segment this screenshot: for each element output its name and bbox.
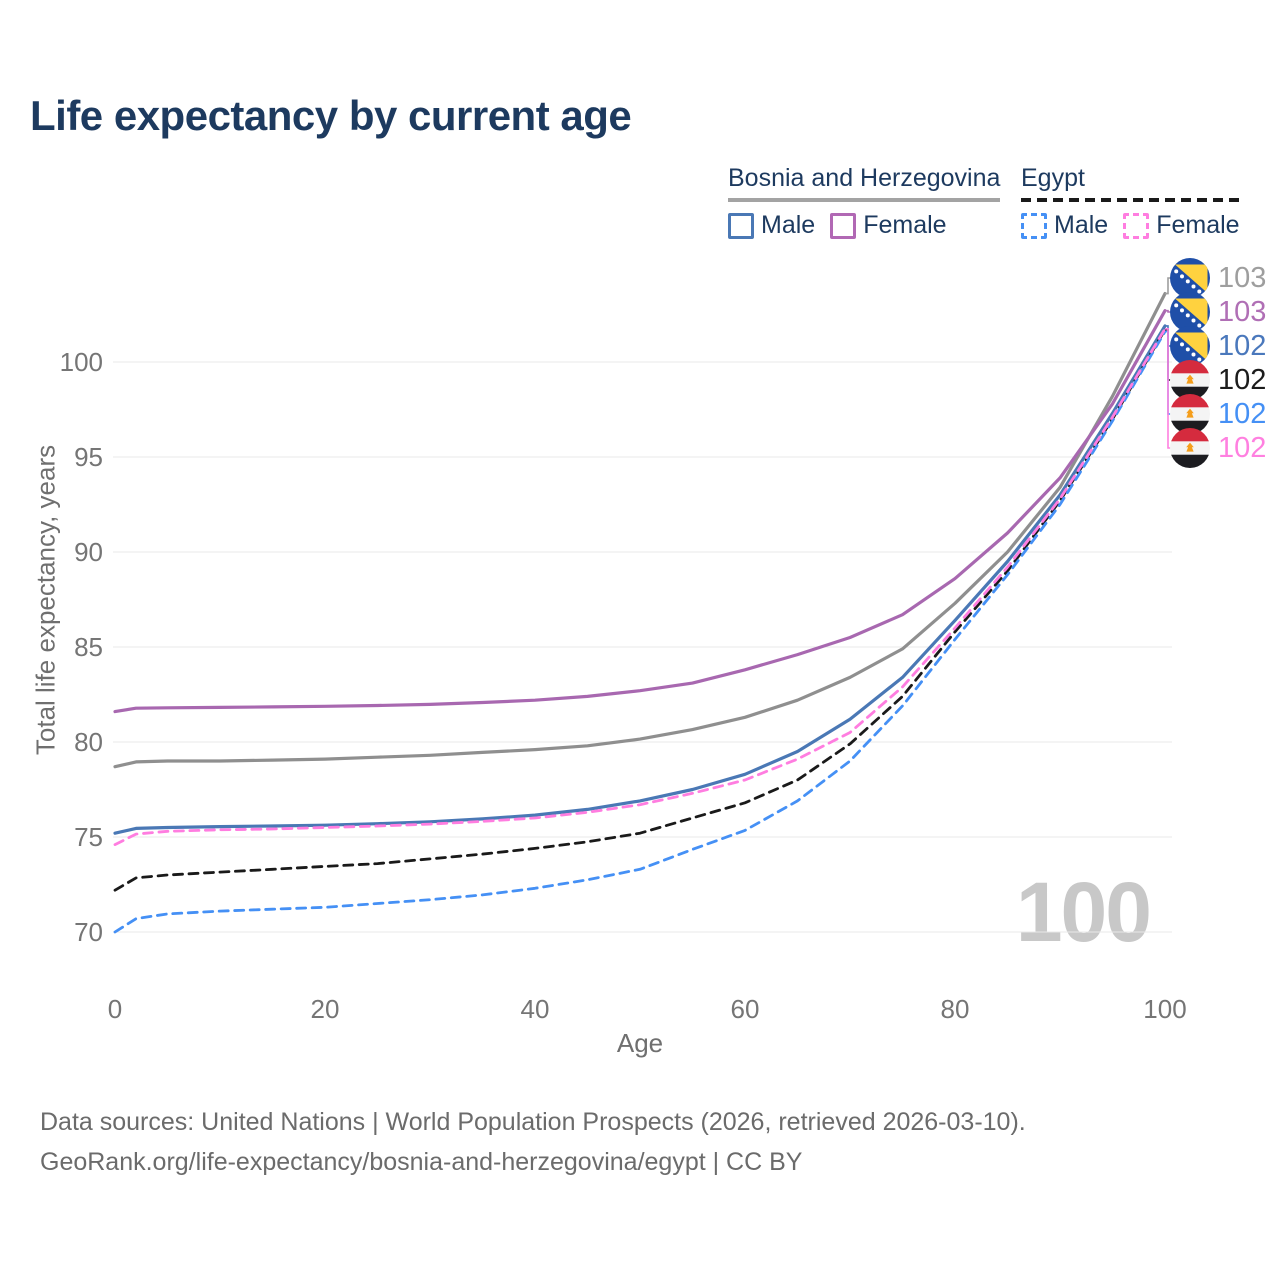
bosnia-female-swatch: [830, 212, 857, 239]
legend-country-bosnia[interactable]: Bosnia and Herzegovina: [728, 164, 1001, 202]
series-line-egy-female: [113, 327, 1167, 846]
y-tick-label-70: 70: [74, 917, 103, 947]
egypt-female-swatch: [1123, 212, 1150, 239]
legend-items-egypt: Male Female: [1021, 211, 1240, 240]
legend-item-bosnia-male[interactable]: Male: [728, 211, 815, 240]
series-line-bih-male: [113, 324, 1167, 835]
bosnia-male-swatch: [728, 212, 754, 239]
legend-item-label: Female: [863, 211, 947, 239]
end-label-value: 103: [1218, 261, 1267, 294]
legend-country-egypt-label: Egypt: [1021, 164, 1085, 192]
end-label-value: 102: [1218, 397, 1267, 430]
end-label-egy-female: 102: [1170, 428, 1266, 468]
x-tick-label-60: 60: [730, 994, 760, 1024]
legend-item-label: Male: [761, 211, 816, 239]
bosnia-line-style-sample: [728, 198, 1001, 202]
egypt-flag-icon: [1170, 428, 1210, 468]
legend-group-egypt: Egypt Male Female: [1021, 164, 1240, 240]
legend-item-label: Female: [1156, 211, 1240, 239]
legend-country-bosnia-label: Bosnia and Herzegovina: [728, 164, 1001, 192]
series-line-egy-all: [113, 328, 1167, 892]
x-tick-label-100: 100: [1143, 994, 1187, 1024]
y-tick-label-95: 95: [74, 442, 103, 472]
x-tick-label-80: 80: [940, 994, 970, 1024]
x-tick-label-20: 20: [310, 994, 340, 1024]
legend-item-egypt-male[interactable]: Male: [1021, 211, 1108, 240]
end-label-value: 102: [1218, 363, 1267, 396]
x-axis-title: Age: [616, 1028, 664, 1058]
end-label-egy-male: 102: [1170, 394, 1266, 434]
egypt-male-swatch: [1021, 212, 1047, 239]
y-tick-label-90: 90: [74, 537, 103, 567]
x-tick-label-40: 40: [520, 994, 550, 1024]
end-label-bih-male: 102: [1170, 326, 1266, 366]
legend-items-bosnia: Male Female: [728, 211, 1000, 240]
series-line-bih-female: [113, 309, 1167, 714]
legend-item-label: Male: [1054, 211, 1109, 239]
legend-country-egypt[interactable]: Egypt: [1021, 164, 1240, 202]
series-line-bih-all: [113, 292, 1167, 769]
attribution-text: GeoRank.org/life-expectancy/bosnia-and-h…: [40, 1148, 803, 1176]
egypt-line-style-sample: [1021, 198, 1240, 202]
y-tick-label-80: 80: [74, 727, 103, 757]
y-tick-label-100: 100: [59, 347, 103, 377]
y-tick-label-85: 85: [74, 632, 103, 662]
end-label-bih-female: 103: [1170, 292, 1266, 332]
end-label-egy-all: 102: [1170, 360, 1266, 400]
data-sources-text: Data sources: United Nations | World Pop…: [40, 1108, 1026, 1136]
legend-item-egypt-female[interactable]: Female: [1123, 211, 1240, 240]
end-label-value: 102: [1218, 431, 1267, 464]
end-label-value: 102: [1218, 329, 1267, 362]
legend-group-bosnia: Bosnia and Herzegovina Male Female: [728, 164, 1001, 240]
page-title: Life expectancy by current age: [30, 92, 632, 139]
end-label-value: 103: [1218, 295, 1267, 328]
age-watermark: 100: [1015, 865, 1152, 959]
series-line-egy-male: [113, 330, 1167, 934]
x-tick-label-0: 0: [107, 994, 123, 1024]
end-label-bih-all: 103: [1170, 258, 1266, 298]
legend-item-bosnia-female[interactable]: Female: [830, 211, 947, 240]
y-tick-label-75: 75: [74, 822, 103, 852]
